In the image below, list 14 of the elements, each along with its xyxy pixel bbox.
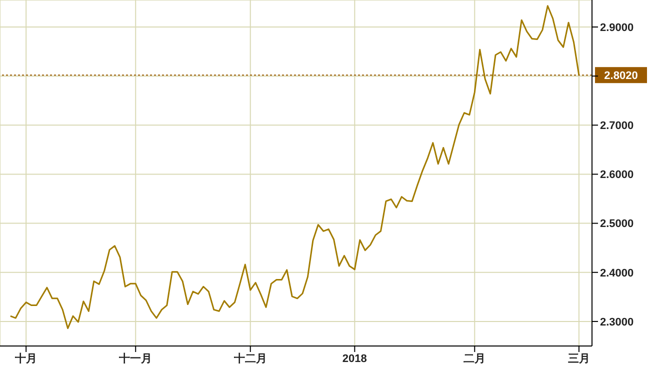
x-tick-label: 2018 bbox=[342, 352, 367, 365]
x-tick-label: 三月 bbox=[568, 352, 590, 365]
y-tick-label: 2.9000 bbox=[600, 22, 634, 34]
x-tick-label: 十月 bbox=[14, 352, 38, 365]
y-tick-label: 2.6000 bbox=[600, 169, 634, 182]
y-tick-label: 2.3000 bbox=[600, 316, 634, 328]
y-tick-label: 2.7000 bbox=[600, 120, 634, 132]
x-tick-label: 十一月 bbox=[118, 352, 152, 365]
y-tick-label: 2.5000 bbox=[600, 218, 634, 230]
ref-line-label: 2.8020 bbox=[604, 70, 638, 82]
x-tick-label: 二月 bbox=[464, 352, 486, 365]
line-series bbox=[10, 5, 580, 330]
x-tick-label: 十二月 bbox=[232, 352, 267, 365]
y-tick-label: 2.4000 bbox=[600, 267, 634, 280]
